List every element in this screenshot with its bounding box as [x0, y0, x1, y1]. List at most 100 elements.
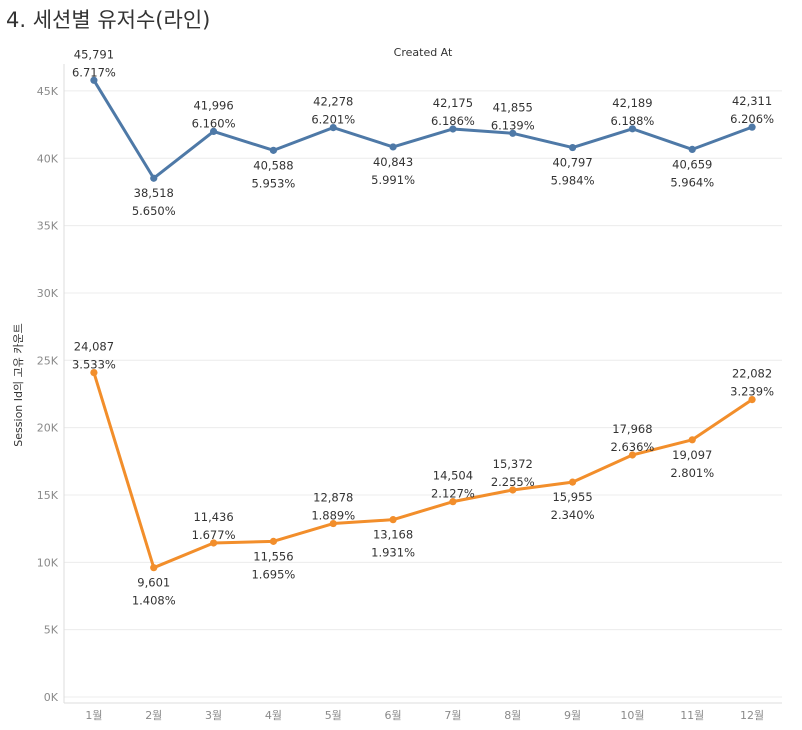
data-label-value: 13,168: [373, 528, 413, 542]
data-point: [389, 143, 397, 151]
axes: [63, 64, 782, 704]
data-labels: 45,791 6.717% 38,518 5.650% 41,996 6.160% 40,5…: [72, 47, 774, 607]
data-label-value: 45,791: [74, 47, 114, 61]
x-tick-label: 10월: [620, 709, 644, 722]
data-point: [150, 174, 158, 182]
data-point: [568, 478, 577, 486]
x-tick-label: 1월: [85, 709, 102, 722]
data-label-value: 22,082: [732, 367, 772, 381]
data-point: [389, 516, 397, 524]
data-label-percent: 5.984%: [551, 174, 595, 188]
grid-lines: [64, 90, 782, 698]
data-label-percent: 6.201%: [311, 113, 355, 127]
data-label-percent: 6.206%: [730, 112, 774, 126]
data-point: [509, 129, 517, 137]
data-label-value: 19,097: [672, 448, 712, 462]
data-label-percent: 6.139%: [491, 118, 535, 132]
y-axis-title: Session Id의 고유 카운트: [12, 323, 25, 446]
data-point: [150, 564, 158, 572]
data-label-percent: 6.186%: [431, 114, 475, 128]
x-tick-labels: 1월 2월 3월 4월 5월 6월 7월 8월 9월 10월 11월 12월: [85, 709, 764, 722]
data-label-percent: 2.127%: [431, 487, 475, 501]
data-point: [688, 145, 696, 154]
data-label-value: 24,087: [74, 340, 114, 354]
data-label-percent: 5.650%: [132, 204, 176, 218]
data-label-value: 42,311: [732, 94, 772, 108]
data-point: [90, 368, 98, 377]
data-point: [329, 519, 337, 528]
x-tick-label: 5월: [325, 709, 342, 722]
data-label-value: 11,556: [253, 549, 293, 563]
x-tick-label: 11월: [680, 709, 704, 722]
series: [90, 76, 756, 572]
data-label-value: 15,955: [552, 490, 592, 504]
series-line: [92, 371, 754, 570]
y-tick-label: 0K: [44, 691, 59, 704]
data-label-percent: 1.408%: [132, 594, 176, 608]
data-label-percent: 1.931%: [371, 546, 415, 560]
data-label-percent: 3.239%: [730, 385, 774, 399]
data-label-value: 14,504: [433, 469, 473, 483]
data-point: [209, 539, 218, 547]
data-label-value: 41,996: [193, 98, 233, 112]
data-label-percent: 5.991%: [371, 173, 415, 187]
data-label-value: 9,601: [137, 576, 170, 590]
x-tick-label: 7월: [444, 709, 461, 722]
y-tick-label: 25K: [37, 354, 59, 367]
data-label-value: 15,372: [493, 457, 533, 471]
x-tick-label: 3월: [205, 709, 222, 722]
y-tick-label: 20K: [37, 422, 59, 435]
data-point: [329, 123, 337, 132]
data-label-percent: 1.889%: [311, 509, 355, 523]
data-label-value: 11,436: [193, 510, 233, 524]
y-tick-label: 40K: [37, 152, 59, 165]
data-label-percent: 2.801%: [670, 466, 714, 480]
x-axis-title: Created At: [394, 46, 453, 59]
data-label-percent: 5.964%: [670, 175, 714, 189]
data-label-percent: 6.188%: [610, 114, 654, 128]
data-label-value: 41,855: [493, 100, 533, 114]
data-point: [748, 395, 756, 404]
data-label-percent: 6.160%: [192, 116, 236, 130]
data-label-value: 40,588: [253, 158, 293, 172]
x-tick-label: 2월: [145, 709, 162, 722]
x-tick-label: 12월: [740, 709, 764, 722]
y-tick-label: 15K: [37, 489, 59, 502]
x-tick-label: 9월: [564, 709, 581, 722]
data-point: [688, 436, 696, 444]
y-tick-label: 30K: [37, 287, 59, 300]
x-tick-label: 6월: [385, 709, 402, 722]
y-tick-label: 35K: [37, 220, 59, 233]
data-label-percent: 2.636%: [610, 440, 654, 454]
x-tick-label: 4월: [265, 709, 282, 722]
data-label-value: 40,843: [373, 155, 413, 169]
data-point: [449, 125, 457, 133]
data-label-value: 42,189: [612, 96, 652, 110]
data-label-percent: 2.340%: [551, 508, 595, 522]
data-label-value: 42,175: [433, 96, 473, 110]
data-label-percent: 5.953%: [251, 176, 295, 190]
y-tick-labels: 0K 5K 10K 15K 20K 25K 30K 35K 40K 45K: [37, 85, 59, 704]
y-tick-label: 5K: [44, 624, 59, 637]
data-point: [449, 498, 457, 506]
y-tick-label: 45K: [37, 85, 59, 98]
data-point: [628, 125, 637, 133]
data-label-value: 40,659: [672, 157, 712, 171]
data-label-percent: 1.677%: [192, 528, 236, 542]
data-point: [628, 451, 637, 459]
data-label-value: 42,278: [313, 95, 353, 109]
data-label-percent: 2.255%: [491, 475, 535, 489]
data-label-value: 17,968: [612, 422, 652, 436]
data-point: [90, 76, 98, 84]
data-point: [209, 127, 218, 135]
data-label-value: 38,518: [134, 186, 174, 200]
data-point: [269, 146, 278, 154]
data-label-value: 12,878: [313, 491, 353, 505]
data-point: [509, 486, 517, 494]
y-tick-label: 10K: [37, 556, 59, 569]
data-label-percent: 6.717%: [72, 65, 116, 79]
data-label-percent: 3.533%: [72, 358, 116, 372]
data-label-value: 40,797: [552, 156, 592, 170]
page-title: 4. 세션별 유저수(라인): [6, 8, 211, 32]
